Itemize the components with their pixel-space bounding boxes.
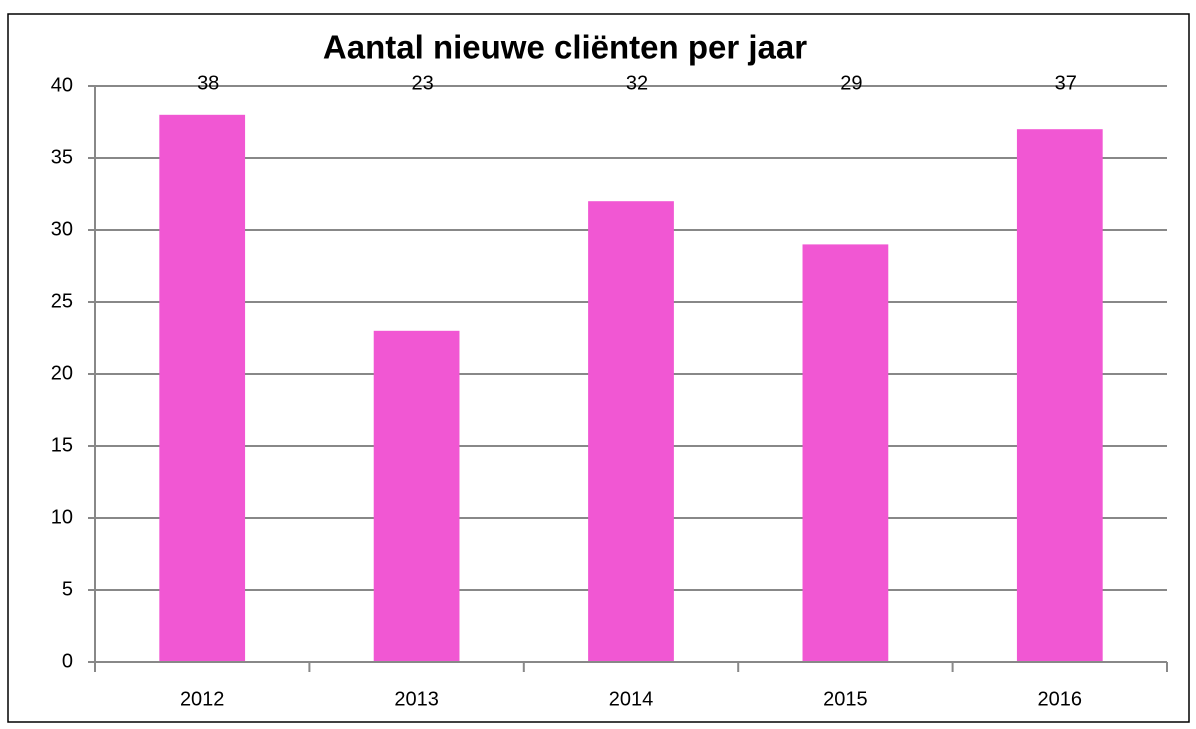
bar xyxy=(588,201,674,662)
y-tick-label: 0 xyxy=(62,650,73,672)
bar xyxy=(1016,129,1103,662)
y-tick-label: 25 xyxy=(51,290,73,312)
data-label: 32 xyxy=(626,72,648,94)
bar xyxy=(159,114,246,663)
bar xyxy=(373,330,460,662)
x-tick-label: 2015 xyxy=(823,688,868,710)
y-tick-label: 10 xyxy=(51,506,73,528)
data-label: 38 xyxy=(197,72,219,94)
data-label: 29 xyxy=(840,72,862,94)
x-tick-label: 2013 xyxy=(394,688,439,710)
y-tick-label: 20 xyxy=(51,362,73,384)
y-tick-label: 5 xyxy=(62,578,73,600)
data-label: 23 xyxy=(411,72,433,94)
x-tick-label: 2014 xyxy=(609,688,654,710)
x-tick-label: 2016 xyxy=(1038,688,1083,710)
x-tick-label: 2012 xyxy=(180,688,225,710)
chart-title: Aantal nieuwe cliënten per jaar xyxy=(323,29,807,66)
y-tick-label: 30 xyxy=(51,218,73,240)
y-tick-label: 35 xyxy=(51,146,73,168)
bar xyxy=(802,244,889,662)
data-label: 37 xyxy=(1055,72,1077,94)
y-tick-label: 40 xyxy=(51,74,73,96)
y-tick-label: 15 xyxy=(51,434,73,456)
